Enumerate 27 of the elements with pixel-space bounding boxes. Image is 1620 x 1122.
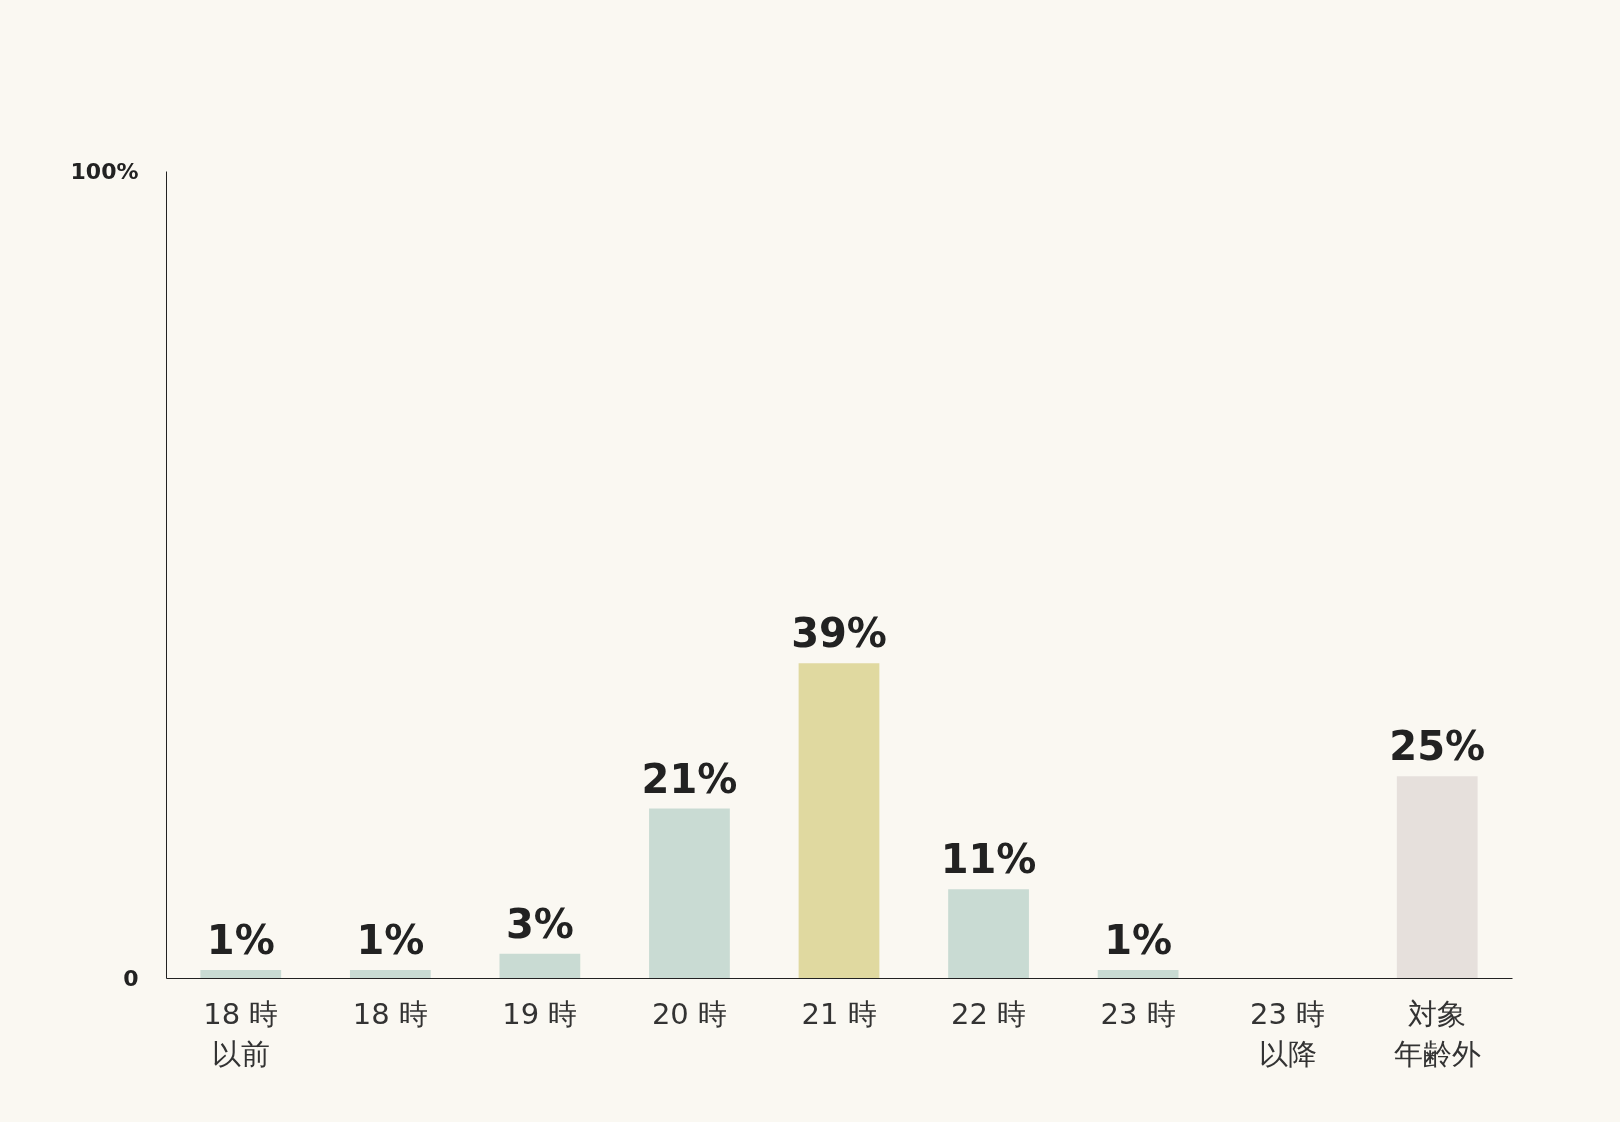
bar xyxy=(948,889,1029,978)
x-tick-label: 22 時 xyxy=(950,996,1027,1031)
bar xyxy=(1396,776,1478,978)
x-tick-label: 18 時 xyxy=(352,996,428,1031)
data-label: 1% xyxy=(1104,916,1173,963)
bar xyxy=(798,663,880,978)
x-tick-label: 23 時 xyxy=(1100,996,1176,1031)
data-label: 1% xyxy=(356,916,425,963)
bar xyxy=(349,969,431,978)
bar xyxy=(649,808,730,978)
x-tick-label: 20 時 xyxy=(651,996,728,1031)
y-tick-label: 0 xyxy=(123,965,139,991)
data-label: 3% xyxy=(505,900,574,947)
data-label: 1% xyxy=(206,916,275,963)
x-tick-label: 19 時 xyxy=(502,996,578,1031)
y-tick-label: 100% xyxy=(70,158,139,184)
x-tick-label: 対象年齢外 xyxy=(1393,996,1481,1071)
x-tick-label: 21 時 xyxy=(801,996,877,1031)
data-label: 25% xyxy=(1389,723,1486,770)
x-tick-label: 18 時以前 xyxy=(203,996,279,1071)
x-tick-label: 23 時以降 xyxy=(1250,996,1326,1071)
data-label: 21% xyxy=(641,755,738,802)
data-label: 39% xyxy=(791,610,887,657)
bar xyxy=(200,969,282,978)
data-label: 11% xyxy=(940,836,1037,883)
bar xyxy=(499,953,581,978)
bar xyxy=(1097,969,1179,978)
